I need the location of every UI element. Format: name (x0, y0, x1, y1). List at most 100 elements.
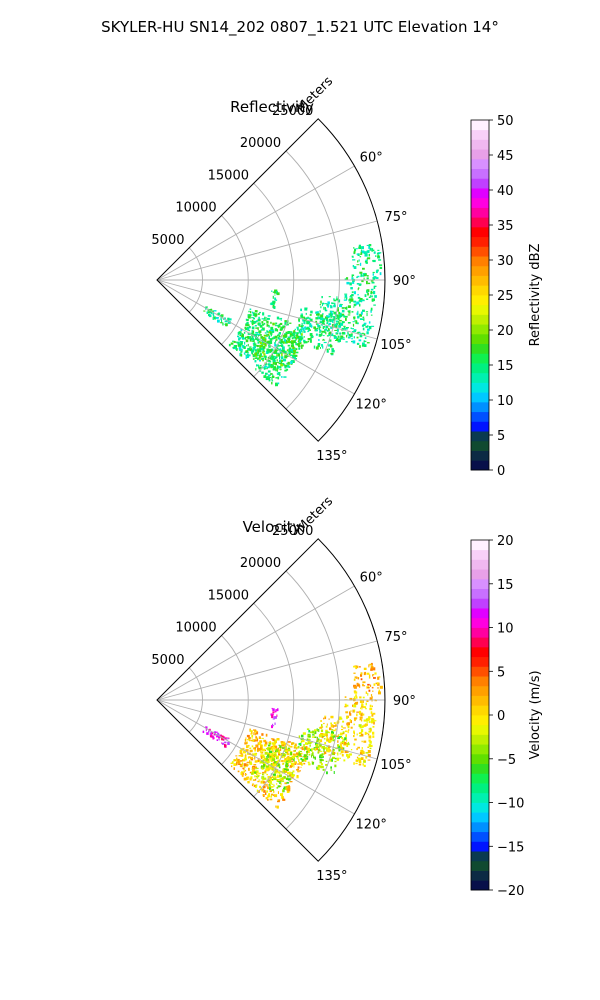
data-gate (307, 761, 310, 764)
data-gate (321, 753, 324, 756)
colorbar-swatch (471, 656, 489, 667)
data-gate (368, 689, 371, 692)
data-gate (283, 341, 285, 344)
data-gate (271, 330, 275, 333)
data-gate (256, 364, 260, 367)
data-gate (277, 324, 281, 327)
velocity-panel: Velocity60°75°90°105°120°135°50001000015… (151, 494, 543, 899)
data-gate (299, 331, 302, 335)
data-gate (344, 293, 348, 295)
data-gate (359, 684, 361, 688)
data-gate (354, 676, 358, 679)
colorbar-swatch (471, 792, 489, 803)
data-gate (282, 789, 284, 793)
colorbar-swatch (471, 860, 489, 871)
data-gate (279, 356, 281, 360)
data-gate (255, 355, 257, 358)
data-gate (256, 773, 258, 775)
data-gate (281, 795, 283, 799)
data-gate (357, 677, 360, 680)
data-gate (218, 736, 221, 739)
data-gate (270, 763, 273, 765)
data-gate (247, 780, 250, 784)
data-gate (279, 778, 283, 781)
data-gate (328, 348, 330, 350)
data-gate (279, 359, 282, 363)
data-gate (284, 754, 286, 757)
data-gate (317, 343, 321, 346)
data-gate (322, 318, 325, 321)
data-gate (253, 771, 257, 774)
data-gate (358, 755, 361, 757)
data-gate (362, 324, 366, 326)
data-gate (301, 746, 304, 749)
data-gate (357, 310, 359, 314)
data-gate (351, 293, 354, 297)
data-gate (267, 351, 270, 354)
data-gate (365, 756, 368, 759)
data-gate (366, 700, 369, 702)
data-gate (301, 333, 303, 336)
data-gate (328, 746, 331, 748)
data-gate (253, 343, 257, 346)
colorbar-swatch (471, 676, 489, 687)
colorbar-swatch (471, 450, 489, 461)
data-gate (291, 743, 293, 745)
data-gate (300, 747, 302, 749)
data-gate (280, 345, 283, 347)
data-gate (353, 291, 356, 295)
data-gate (263, 353, 266, 356)
data-gate (304, 747, 306, 750)
data-gate (316, 740, 319, 743)
data-gate (287, 331, 291, 334)
data-gate (268, 325, 270, 328)
data-gate (270, 326, 274, 330)
data-gate (342, 727, 346, 729)
colorbar-tick-label-40: 40 (497, 184, 514, 199)
data-gate (328, 313, 331, 315)
data-gate (300, 329, 302, 333)
data-gate (336, 328, 339, 332)
data-gate (298, 345, 301, 348)
data-gate (289, 340, 292, 344)
data-gate (315, 311, 318, 314)
data-gate (294, 336, 297, 339)
data-gate (326, 739, 328, 742)
data-gate (261, 767, 264, 770)
data-gate (368, 664, 370, 668)
data-gate (330, 353, 334, 355)
data-gate (370, 684, 372, 687)
data-gate (322, 726, 324, 728)
data-gate (286, 341, 290, 343)
data-gate (341, 741, 345, 744)
data-gate (277, 771, 280, 774)
data-gate (212, 317, 214, 320)
data-gate (338, 325, 342, 328)
data-gate (320, 300, 322, 304)
data-gate (331, 758, 333, 762)
data-gate (353, 247, 355, 249)
data-gate (284, 771, 287, 773)
data-gate (301, 748, 304, 751)
data-gate (324, 318, 326, 320)
data-gate (331, 731, 334, 735)
data-gate (299, 328, 303, 330)
data-gate (330, 327, 332, 330)
data-gate (327, 317, 330, 319)
data-gate (289, 781, 293, 783)
data-gate (353, 665, 357, 668)
colorbar-swatch (471, 236, 489, 247)
data-gate (267, 340, 269, 343)
data-gate (207, 311, 210, 314)
data-gate (319, 739, 323, 743)
data-gate (308, 763, 311, 766)
data-gate (350, 295, 353, 297)
colorbar-tick-label-10: 10 (497, 622, 514, 637)
data-gate (325, 725, 328, 728)
data-gate (318, 339, 320, 341)
data-gate (366, 275, 369, 277)
data-gate (258, 341, 261, 343)
range-tick-label-10000: 10000 (175, 621, 216, 636)
colorbar-swatch (471, 705, 489, 716)
